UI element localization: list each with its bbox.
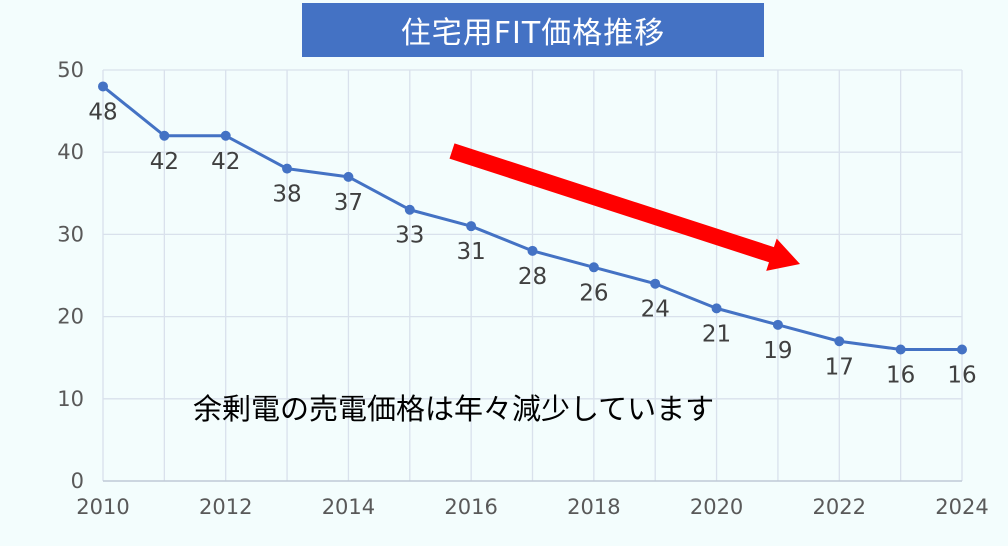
chart-title: 住宅用FIT価格推移 — [400, 16, 666, 51]
data-point — [957, 344, 967, 355]
trend-arrow — [449, 143, 800, 271]
data-point — [711, 303, 722, 314]
data-point — [343, 171, 354, 182]
data-point — [895, 344, 906, 355]
x-tick-label: 2012 — [199, 495, 252, 519]
data-label: 19 — [763, 338, 792, 364]
y-tick-label: 0 — [71, 469, 84, 493]
data-label: 21 — [702, 321, 731, 347]
data-labels: 48 42 42 38 37 33 31 28 26 24 21 19 17 16 16 — [88, 99, 976, 388]
data-point — [466, 221, 477, 232]
data-point — [527, 245, 538, 256]
x-tick-label: 2010 — [76, 495, 129, 519]
x-tick-label: 2014 — [322, 495, 375, 519]
data-point — [220, 130, 231, 141]
title-banner: 住宅用FIT価格推移 — [302, 3, 764, 57]
data-label: 42 — [211, 149, 240, 175]
data-label: 33 — [395, 223, 424, 249]
x-tick-label: 2022 — [813, 495, 866, 519]
data-label: 42 — [150, 149, 179, 175]
trend-arrow-shape — [449, 143, 800, 271]
data-label: 17 — [825, 354, 854, 380]
y-tick-label: 30 — [57, 222, 84, 246]
data-label: 16 — [947, 362, 976, 388]
y-tick-label: 10 — [57, 387, 84, 411]
data-label: 31 — [457, 239, 486, 265]
data-label: 24 — [641, 297, 670, 323]
data-point — [650, 278, 661, 289]
y-axis-ticks: 0 10 20 30 40 50 — [57, 58, 84, 493]
data-point — [404, 204, 415, 215]
data-label: 37 — [334, 190, 363, 216]
x-tick-label: 2016 — [444, 495, 497, 519]
data-label: 16 — [886, 362, 915, 388]
y-tick-label: 20 — [57, 305, 84, 329]
data-label: 48 — [88, 99, 117, 125]
x-axis-ticks: 2010 2012 2014 2016 2018 2020 2022 2024 — [76, 495, 988, 519]
data-point — [588, 262, 599, 273]
series-fit-price — [98, 81, 967, 355]
x-tick-label: 2018 — [567, 495, 620, 519]
x-tick-label: 2020 — [690, 495, 743, 519]
y-tick-label: 40 — [57, 140, 84, 164]
annotation-text: 余剰電の売電価格は年々減少しています — [193, 392, 715, 426]
data-label: 38 — [272, 182, 301, 208]
y-tick-label: 50 — [57, 58, 84, 82]
data-point — [834, 336, 845, 347]
data-point — [98, 81, 108, 92]
data-label: 28 — [518, 264, 547, 290]
data-point — [159, 130, 170, 141]
data-point — [282, 163, 293, 174]
grid — [102, 69, 963, 482]
x-tick-label: 2024 — [935, 495, 988, 519]
data-label: 26 — [579, 280, 608, 306]
data-point — [772, 319, 783, 330]
